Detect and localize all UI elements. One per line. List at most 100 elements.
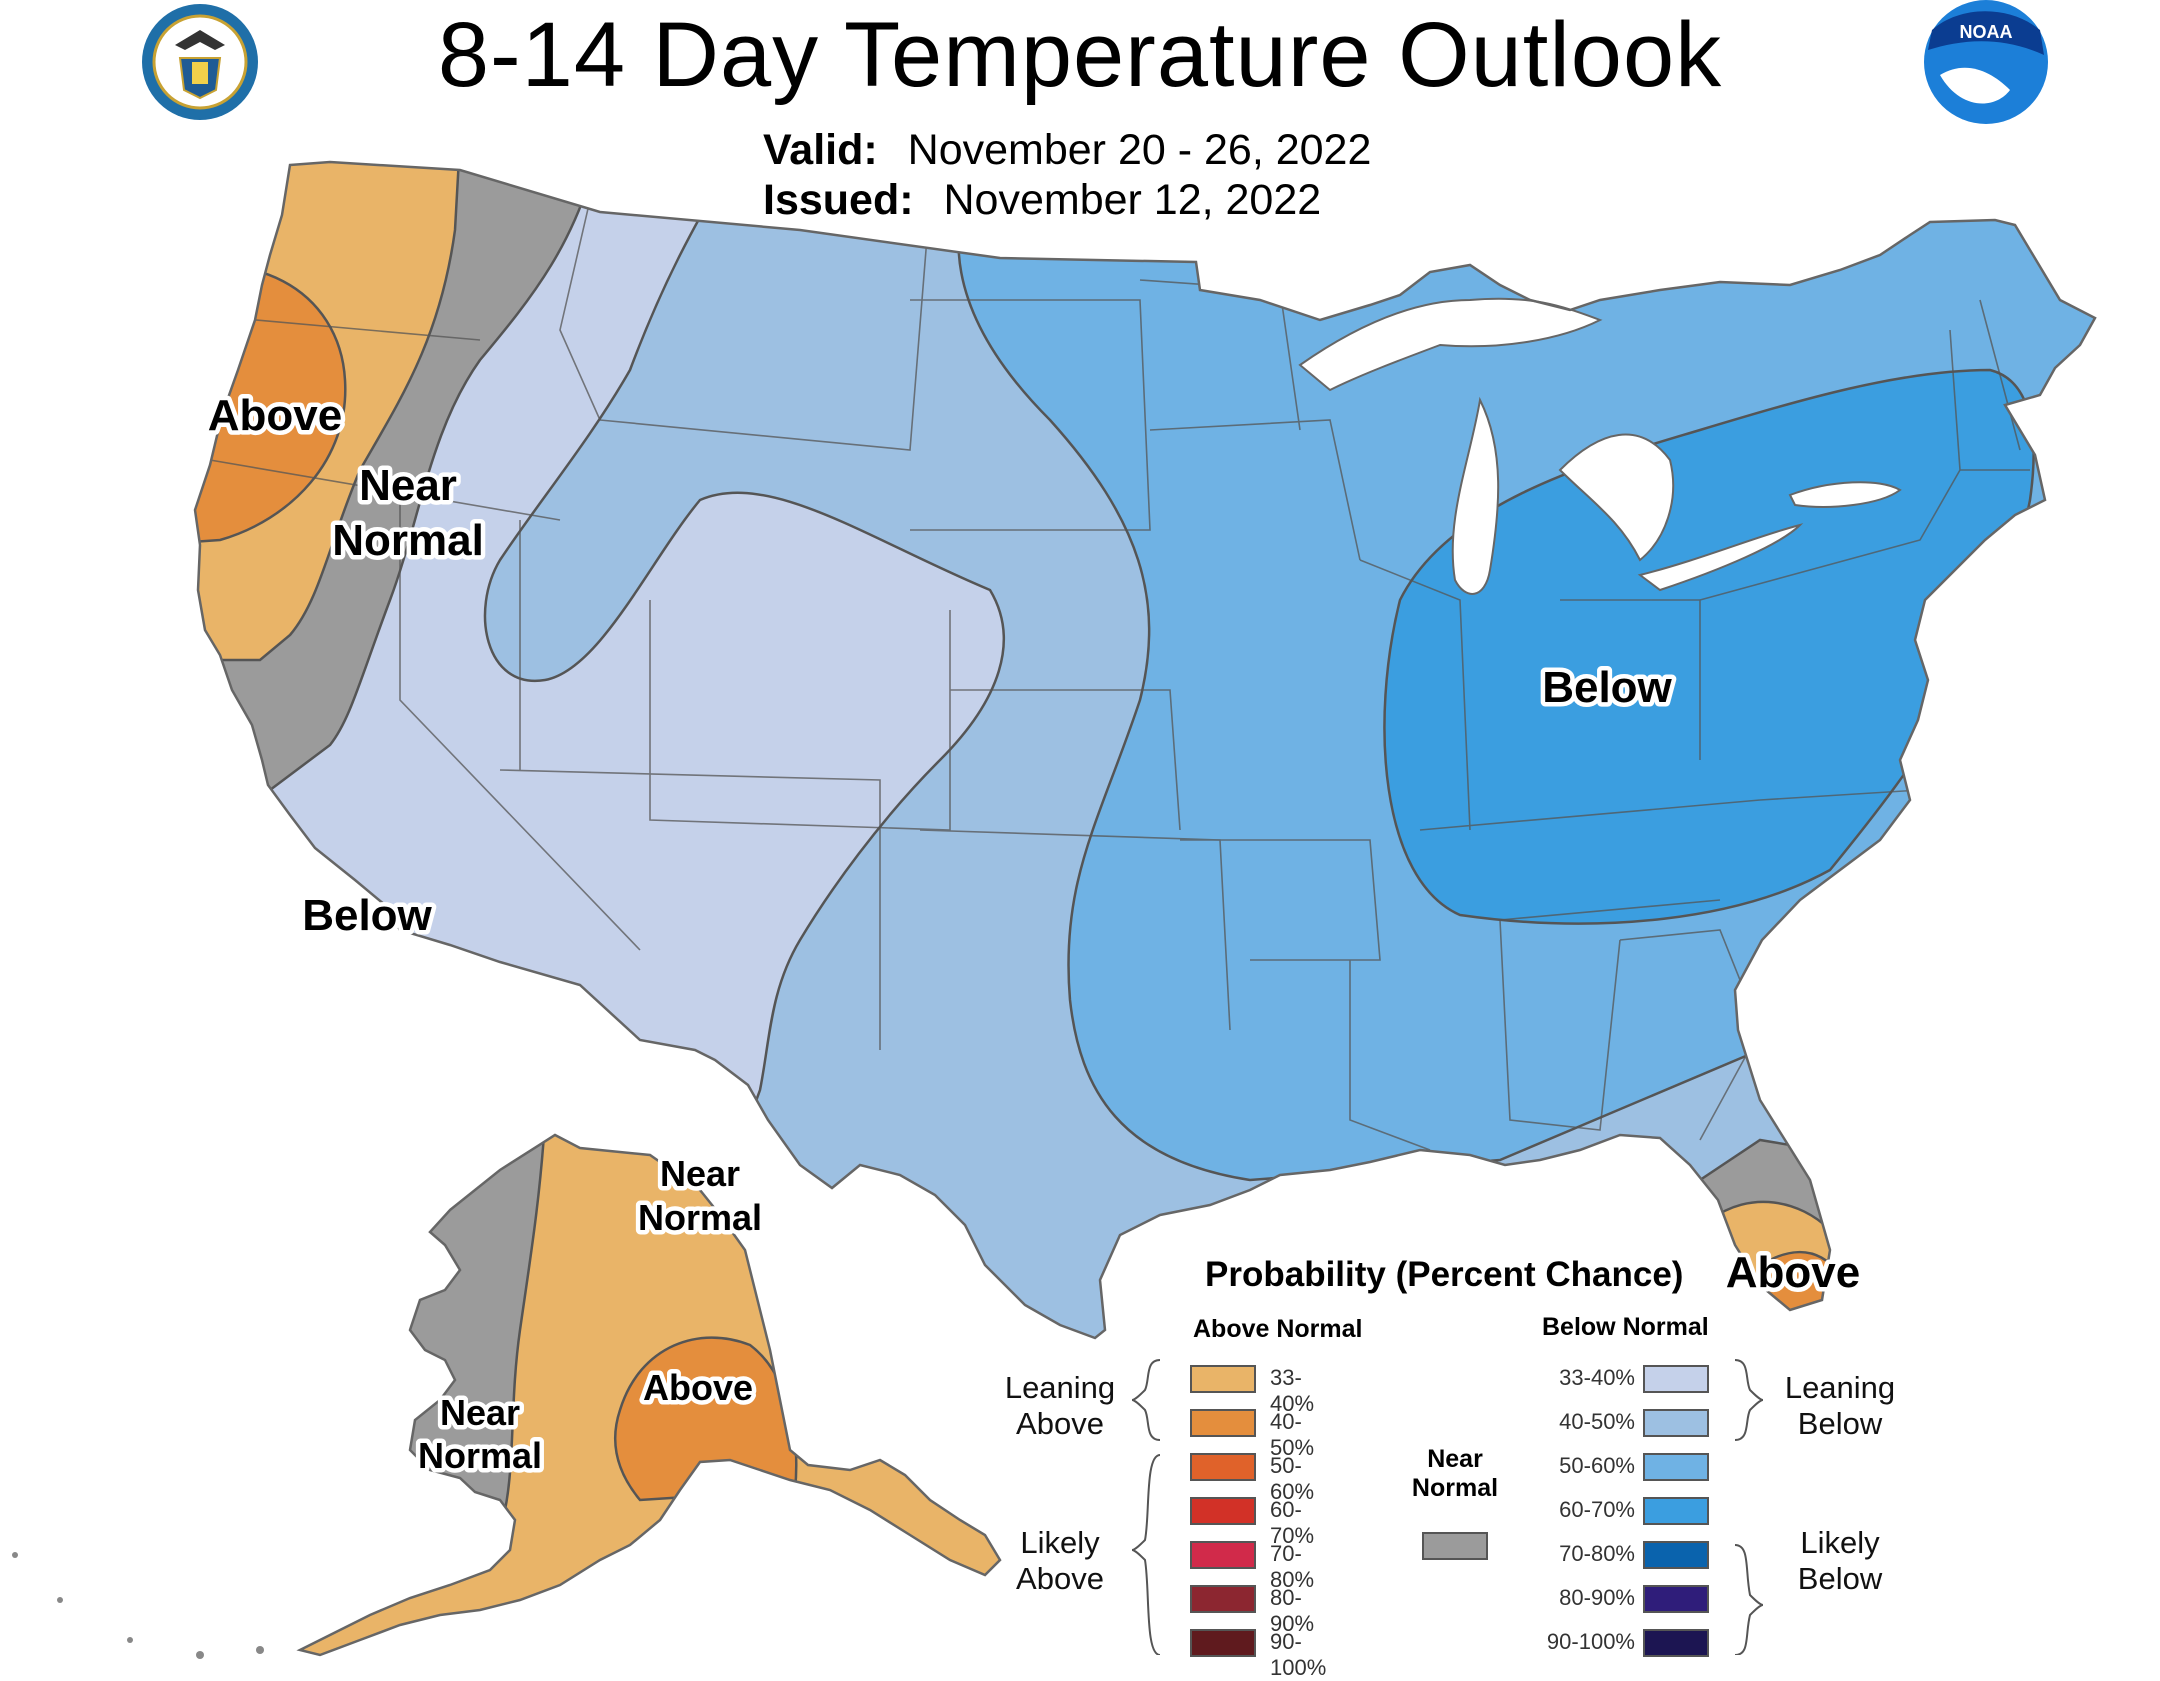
island	[196, 1651, 204, 1659]
brace-likely-above	[1131, 1454, 1161, 1655]
legend-above-range: 90-100%	[1270, 1629, 1327, 1680]
noaa-wordmark: NOAA	[1960, 22, 2013, 42]
legend-below-swatch	[1643, 1585, 1709, 1613]
brace-likely-below	[1734, 1544, 1764, 1655]
legend-likely-below-1: Likely	[1800, 1525, 1880, 1560]
island	[12, 1552, 18, 1558]
noaa-logo: NOAA	[1924, 0, 2048, 124]
label-sw-below: Below	[302, 891, 432, 940]
noaa-sky-band	[1928, 11, 2044, 55]
legend-leaning-above-1: Leaning	[1004, 1370, 1116, 1405]
legend-above-range: 70-80%	[1270, 1541, 1315, 1592]
lake-ontario	[1788, 481, 1902, 508]
issued-date: November 12, 2022	[943, 176, 1322, 224]
great-lakes	[1298, 297, 1902, 595]
legend-likely-above-2: Above	[1016, 1561, 1104, 1596]
legend-below-braces	[1734, 1359, 1764, 1655]
island	[256, 1646, 264, 1654]
border-ny-vt	[1949, 329, 2030, 471]
label-ak-near-w-2: Normal	[418, 1435, 542, 1476]
legend-above-swatch	[1190, 1409, 1256, 1437]
legend-leaning-above-2: Above	[1016, 1406, 1104, 1441]
legend: Probability (Percent Chance) Above Norma…	[990, 1255, 2030, 1680]
label-ak-above: Above	[643, 1367, 753, 1408]
legend-likely-below-2: Below	[1797, 1561, 1883, 1596]
border-or-ca-nv	[209, 459, 561, 521]
valid-dates: November 20 - 26, 2022	[907, 126, 1372, 174]
island	[57, 1597, 63, 1603]
label-ak-near-ne-1: Near	[660, 1153, 740, 1194]
border-co-ks	[950, 689, 1181, 831]
legend-likely-above: Likely Above	[990, 1525, 1130, 1597]
valid-label: Valid:	[763, 126, 878, 174]
issued-label: Issued:	[763, 176, 914, 224]
aleutian-islands	[12, 1552, 264, 1659]
legend-likely-below: Likely Below	[1765, 1525, 1915, 1597]
legend-leaning-below-1: Leaning	[1784, 1370, 1896, 1405]
border-id-mt	[559, 199, 601, 421]
border-mt-wy	[599, 199, 931, 451]
label-florida-above: Above	[1726, 1248, 1860, 1297]
border-tn-al	[1499, 899, 1721, 921]
legend-below-range: 33-40%	[1559, 1365, 1635, 1390]
conus-outlook	[195, 162, 2095, 1338]
brace-leaning-above	[1131, 1359, 1161, 1441]
legend-below-header: Below Normal	[1542, 1313, 1709, 1341]
lake-huron	[1558, 433, 1675, 562]
border-ca-nv	[399, 480, 641, 951]
legend-below-swatch	[1643, 1541, 1709, 1569]
legend-below-range: 50-60%	[1559, 1453, 1635, 1478]
legend-below-swatch	[1643, 1453, 1709, 1481]
border-ms-al	[1499, 919, 1621, 1131]
legend-above-header: Above Normal	[1193, 1315, 1363, 1343]
legend-above-range: 50-60%	[1270, 1453, 1315, 1504]
legend-above-range: 60-70%	[1270, 1497, 1315, 1548]
label-east-below: Below	[1542, 663, 1672, 712]
valid-row: Valid: November 20 - 26, 2022	[763, 125, 1371, 175]
legend-leaning-below: Leaning Below	[1765, 1370, 1915, 1442]
legend-above-range: 40-50%	[1270, 1409, 1315, 1460]
lake-superior	[1298, 297, 1603, 392]
border-ky-tn	[1419, 799, 1761, 831]
legend-near-header-2: Normal	[1411, 1474, 1499, 1502]
legend-above-swatch	[1190, 1629, 1256, 1657]
legend-near-normal-header: Near Normal	[1405, 1445, 1505, 1503]
border-ny-new-england	[1979, 299, 2021, 451]
legend-below-range: 70-80%	[1559, 1541, 1635, 1566]
state-boundaries	[199, 199, 2030, 1151]
noaa-bird-icon	[1940, 67, 2010, 104]
legend-near-normal-swatch	[1422, 1532, 1488, 1560]
legend-below-range: 80-90%	[1559, 1585, 1635, 1610]
legend-above-swatch	[1190, 1365, 1256, 1393]
legend-near-header-1: Near	[1427, 1445, 1483, 1473]
lake-michigan	[1451, 396, 1500, 595]
legend-leaning-above: Leaning Above	[990, 1370, 1130, 1442]
label-ak-near-ne-2: Normal	[638, 1197, 762, 1238]
legend-leaning-below-2: Below	[1797, 1406, 1883, 1441]
border-il-in	[1359, 559, 1471, 831]
legend-below-range: 40-50%	[1559, 1409, 1635, 1434]
label-west-near: Near	[359, 461, 457, 510]
map-title: 8-14 Day Temperature Outlook	[437, 4, 1723, 106]
issued-row: Issued: November 12, 2022	[763, 175, 1321, 225]
border-nd-sd	[910, 299, 1151, 531]
legend-below-range: 60-70%	[1559, 1497, 1635, 1522]
legend-below-swatch	[1643, 1409, 1709, 1437]
island	[127, 1637, 133, 1643]
border-va-nc	[1759, 789, 1921, 801]
legend-title: Probability (Percent Chance)	[1205, 1255, 1684, 1294]
legend-below-range: 90-100%	[1546, 1629, 1635, 1654]
legend-above-range: 80-90%	[1270, 1585, 1315, 1636]
border-pa-ny	[1699, 469, 1961, 601]
legend-below-swatch	[1643, 1497, 1709, 1525]
label-west-normal: Normal	[332, 516, 484, 565]
legend-above-swatch	[1190, 1585, 1256, 1613]
commerce-seal-logo	[142, 4, 258, 120]
label-ak-near-w-1: Near	[440, 1392, 520, 1433]
label-west-above: Above	[208, 391, 342, 440]
border-az-nm	[499, 769, 881, 1050]
legend-above-braces	[1131, 1359, 1161, 1655]
lake-erie	[1637, 523, 1804, 592]
legend-below-swatch	[1643, 1629, 1709, 1657]
